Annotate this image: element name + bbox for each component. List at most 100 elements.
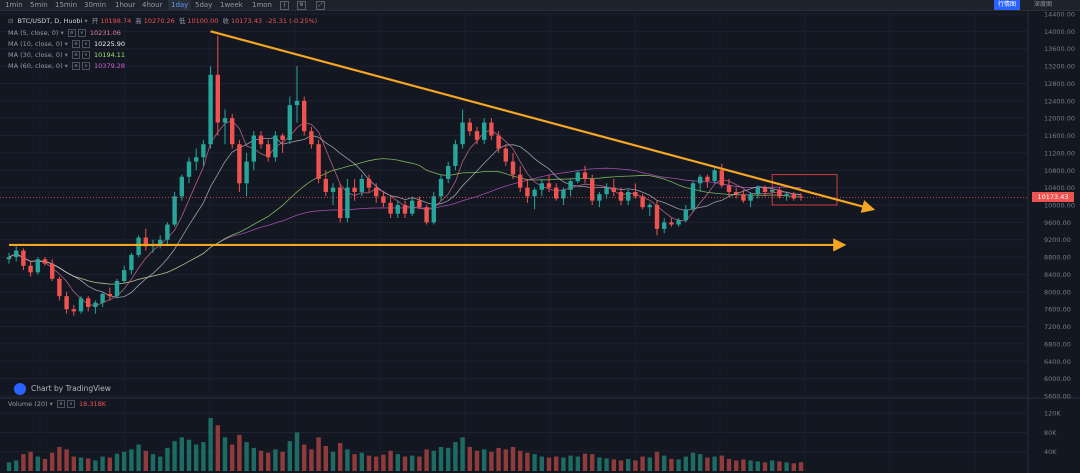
volume-bar [359,452,364,471]
candle-body [690,183,696,210]
volume-bar [438,446,444,471]
candle-body [323,178,328,192]
candle-body [438,178,444,197]
timeframe-1mon[interactable]: 1mon [252,1,272,9]
candle-body [251,135,256,162]
volume-dropdown-icon[interactable]: ▾ [49,400,53,408]
candle-body [64,296,69,310]
volume-bar [453,442,458,471]
volume-bar [770,460,775,471]
open-value: 10198.74 [100,17,132,25]
ma5-settings-icon[interactable]: ⚙ [67,29,76,37]
low-label: 低 [178,17,186,25]
candle-body [309,131,314,145]
volume-bar [568,455,573,471]
price-chart[interactable]: 14400.00 14000.00 13600.00 13200.00 12800.00… [0,11,1080,473]
volume-settings-icon[interactable]: ⚙ [56,400,65,408]
candle-body [712,170,717,182]
candle-body [777,189,782,197]
ma30-close-icon[interactable]: ✕ [81,51,90,59]
ma5-value: 10231.06 [89,29,121,37]
candle-body [705,176,710,182]
candle-body [287,105,292,140]
ma60-value: 10379.28 [94,62,126,70]
ma10-settings-icon[interactable]: ⚙ [71,40,80,48]
timeframe-1day[interactable]: 1day [168,0,192,10]
ma30-value: 10194.11 [94,51,126,59]
volume-bar [244,442,249,471]
close-value: 10173.43 [230,17,262,25]
collapse-icon[interactable]: ⊟ [8,17,14,25]
volume-close-icon[interactable]: ✕ [66,400,75,408]
timeframe-5min[interactable]: 5min [30,1,48,9]
ma10-dropdown-icon[interactable]: ▾ [64,40,68,48]
chart-view-button[interactable]: 行情图 [994,0,1021,10]
ma60-settings-icon[interactable]: ⚙ [71,62,80,70]
symbol-dropdown-icon[interactable]: ▾ [84,17,88,25]
volume-bar [14,460,19,471]
candle-body [273,135,278,158]
timeframe-5day[interactable]: 5day [195,1,213,9]
candle-body [611,187,616,192]
volume-bar [755,461,760,471]
ma30-settings-icon[interactable]: ⚙ [71,51,80,59]
volume-bar [287,441,292,471]
symbol-label[interactable]: BTC/USDT, D, Huobi [17,17,83,25]
price-tick-label: 6800.00 [1044,340,1071,348]
volume-bar [330,451,336,471]
ma30-dropdown-icon[interactable]: ▾ [64,51,68,59]
close-label: 收 [222,17,229,25]
depth-view-button[interactable]: 深度图 [1034,1,1053,8]
ma5-dropdown-icon[interactable]: ▾ [60,29,64,37]
candle-body [208,74,213,145]
ma10-close-icon[interactable]: ✕ [81,40,90,48]
volume-bar [194,444,199,471]
candle-body [626,191,631,201]
candle-body [604,187,609,195]
volume-bar [374,456,379,471]
volume-bar [294,432,300,471]
volume-bar [734,460,739,471]
candle-body [230,118,235,145]
candle-body [266,144,271,158]
timeframe-15min[interactable]: 15min [55,1,78,9]
timeframe-1hour[interactable]: 1hour [115,1,136,9]
price-tick-label: 10000.00 [1044,202,1075,210]
candle-body [482,122,487,140]
ma60-dropdown-icon[interactable]: ▾ [64,62,68,70]
candle-body [294,100,300,106]
ma30-label: MA (30, close, 0) [8,51,63,59]
legend-ma5: MA (5, close, 0) ▾ ⚙ ✕ 10231.06 [8,29,123,38]
volume-bar [460,437,465,471]
volume-bar [258,450,264,471]
candle-body [410,200,415,214]
timeframe-1min[interactable]: 1min [5,1,23,9]
timeframe-30min[interactable]: 30min [84,1,107,9]
volume-bar [129,449,134,471]
volume-bar [222,437,228,471]
ma10-line [8,135,802,298]
candle-body [568,181,573,190]
timeframe-1week[interactable]: 1week [220,1,243,9]
candle-body [222,118,228,123]
ma60-close-icon[interactable]: ✕ [81,62,90,70]
volume-bar [28,451,33,471]
volume-bar [582,453,588,471]
settings-icon[interactable]: ⚙ [297,1,306,10]
candle-body [237,144,242,184]
indicator-icon[interactable]: ⨍ [280,1,289,10]
candle-body [503,148,508,162]
timeframe-toolbar: 1min 5min 15min 30min 1hour 4hour 1day 5… [0,0,1080,11]
consolidation-box [771,174,838,206]
candle-body [460,122,465,145]
price-tick-label: 10800.00 [1044,167,1075,175]
fullscreen-icon[interactable]: ⤢ [316,1,325,10]
volume-bar [410,455,415,471]
timeframe-4hour[interactable]: 4hour [142,1,163,9]
candle-body [258,135,264,145]
candle-body [107,293,112,297]
volume-bar [705,457,710,471]
candle-body [489,122,494,136]
candle-body [784,194,789,197]
ma5-close-icon[interactable]: ✕ [77,29,86,37]
